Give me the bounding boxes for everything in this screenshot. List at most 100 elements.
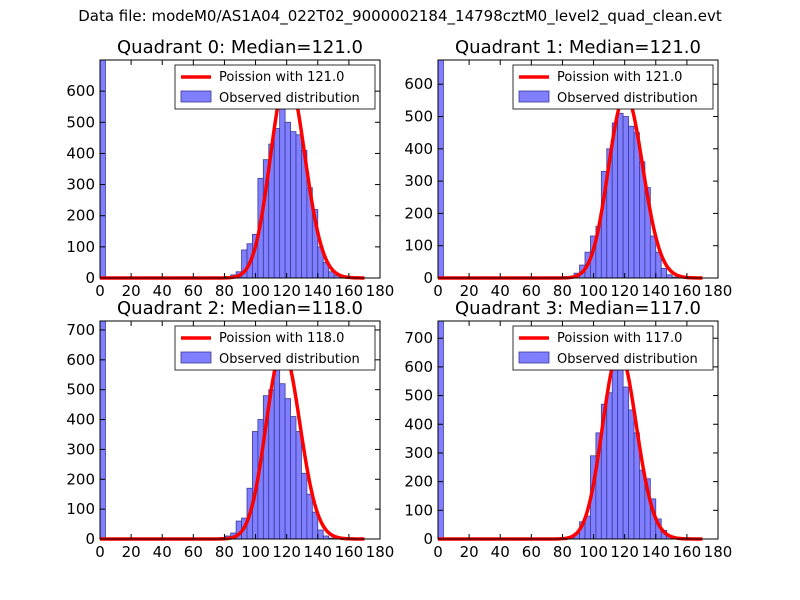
x-tick-label: 20: [460, 282, 479, 300]
y-tick-label: 0: [85, 269, 95, 287]
x-tick-label: 180: [366, 543, 395, 561]
figure-suptitle: Data file: modeM0/AS1A04_022T02_90000021…: [78, 7, 722, 25]
histogram-bar: [273, 128, 281, 279]
x-tick-label: 140: [303, 543, 332, 561]
x-tick-label: 0: [95, 282, 105, 300]
histogram-bar: [290, 416, 297, 540]
histogram-bar: [622, 116, 629, 279]
x-tick-label: 40: [153, 282, 172, 300]
x-tick-label: 60: [522, 543, 541, 561]
x-tick-label: 40: [153, 543, 172, 561]
x-tick-label: 20: [122, 543, 141, 561]
histogram-bar: [649, 235, 657, 279]
y-tick-label: 200: [66, 207, 95, 225]
y-tick-label: 400: [404, 415, 433, 433]
poisson-curve: [437, 349, 703, 541]
histogram-bar: [628, 125, 635, 279]
legend-label-observed: Observed distribution: [557, 352, 698, 367]
x-tick-label: 160: [335, 282, 364, 300]
legend-label-observed: Observed distribution: [219, 352, 360, 367]
x-tick-label: 60: [184, 543, 203, 561]
legend-label-observed: Observed distribution: [219, 91, 360, 106]
y-tick-label: 100: [66, 500, 95, 518]
x-tick-label: 140: [303, 282, 332, 300]
x-tick-label: 0: [433, 543, 443, 561]
y-tick-label: 500: [404, 108, 433, 126]
x-tick-label: 160: [335, 543, 364, 561]
y-tick-label: 500: [66, 381, 95, 399]
histogram-bar: [279, 383, 286, 540]
axes-frame: [99, 59, 381, 279]
histogram-bar: [284, 121, 291, 279]
x-tick-label: 180: [366, 282, 395, 300]
y-tick-label: 700: [66, 321, 95, 339]
x-tick-label: 80: [553, 282, 572, 300]
y-tick-label: 400: [66, 144, 95, 162]
poisson-curve: [437, 93, 703, 280]
y-tick-label: 100: [66, 238, 95, 256]
x-tick-label: 120: [610, 543, 639, 561]
subplot-title: Quadrant 2: Median=118.0: [117, 298, 363, 319]
y-tick-label: 100: [404, 501, 433, 519]
histogram-bar: [306, 493, 313, 540]
legend-patch-swatch: [518, 90, 550, 103]
axes-frame: [99, 320, 381, 540]
histogram-bar: [660, 267, 668, 279]
legend-patch-swatch: [180, 351, 212, 364]
subplot-title: Quadrant 1: Median=121.0: [455, 37, 701, 58]
subplot-quadrant-1: Quadrant 1: Median=121.00 20 40 60 80 100 120 1…: [404, 37, 732, 300]
x-tick-label: 20: [460, 543, 479, 561]
histogram-bar: [617, 112, 624, 279]
histogram-bar: [301, 472, 308, 540]
legend-patch-swatch: [180, 90, 212, 103]
y-tick-label: 600: [66, 82, 95, 100]
poisson-curve: [99, 347, 365, 541]
subplot-quadrant-3: Quadrant 3: Median=117.00 20 40 60 80 100 120 1…: [404, 298, 732, 561]
y-tick-label: 600: [404, 358, 433, 376]
histogram-bar: [99, 320, 106, 540]
legend-label-poisson: Poission with 121.0: [557, 70, 682, 85]
histogram-bar: [279, 90, 286, 279]
histogram-bar: [617, 360, 624, 540]
x-tick-label: 60: [184, 282, 203, 300]
x-tick-label: 180: [704, 282, 733, 300]
legend-label-poisson: Poission with 117.0: [557, 331, 682, 346]
y-tick-label: 400: [66, 411, 95, 429]
x-tick-label: 120: [272, 282, 301, 300]
y-tick-label: 300: [404, 444, 433, 462]
histogram-bar: [622, 386, 629, 540]
y-tick-label: 100: [404, 237, 433, 255]
histogram-bar: [611, 369, 619, 540]
legend-label-observed: Observed distribution: [557, 91, 698, 106]
legend: Poission with 121.0 Observed distribution: [174, 64, 376, 110]
legend-patch-swatch: [518, 351, 550, 364]
x-tick-label: 80: [215, 543, 234, 561]
y-tick-label: 0: [85, 530, 95, 548]
y-tick-label: 500: [66, 113, 95, 131]
histogram-bar: [273, 359, 281, 540]
x-tick-label: 100: [579, 543, 608, 561]
y-tick-label: 300: [66, 440, 95, 458]
x-tick-label: 20: [122, 282, 141, 300]
legend: Poission with 118.0 Observed distribution: [174, 325, 376, 371]
legend: Poission with 121.0 Observed distribution: [512, 64, 714, 110]
histogram-bar: [317, 529, 324, 540]
x-tick-label: 40: [491, 543, 510, 561]
y-tick-label: 700: [404, 329, 433, 347]
x-tick-label: 100: [579, 282, 608, 300]
x-tick-label: 160: [673, 282, 702, 300]
x-tick-label: 160: [673, 543, 702, 561]
y-tick-label: 300: [404, 172, 433, 190]
y-tick-label: 600: [404, 75, 433, 93]
subplot-title: Quadrant 0: Median=121.0: [117, 37, 363, 58]
legend: Poission with 117.0 Observed distribution: [512, 325, 714, 371]
axes-frame: [437, 59, 719, 279]
x-tick-label: 0: [95, 543, 105, 561]
x-tick-label: 60: [522, 282, 541, 300]
histogram-bar: [290, 131, 297, 279]
x-tick-label: 80: [215, 282, 234, 300]
histogram-bar: [437, 320, 444, 540]
y-tick-label: 0: [423, 269, 433, 287]
x-tick-label: 100: [241, 543, 270, 561]
